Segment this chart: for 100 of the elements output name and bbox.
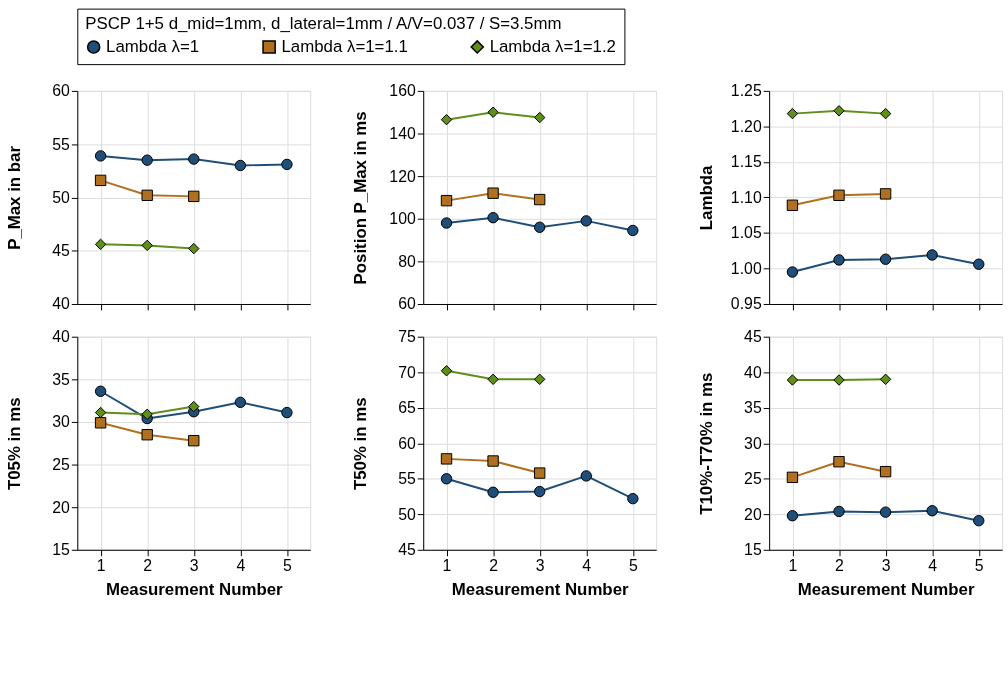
point: [533, 193, 546, 206]
x-tick-label: 5: [628, 557, 638, 575]
point: [926, 505, 938, 517]
point: [973, 514, 985, 527]
y-tick-label: 35: [744, 399, 762, 417]
y-axis-title: T50% in ms: [351, 397, 371, 491]
x-tick-label: 5: [974, 557, 984, 575]
y-axis-title: T10%-T70% in ms: [697, 372, 717, 515]
point: [533, 485, 546, 498]
point: [94, 150, 107, 162]
y-tick-label: 60: [398, 295, 416, 313]
point: [833, 189, 845, 202]
y-tick-label: 120: [389, 167, 416, 185]
point: [786, 199, 799, 211]
point: [487, 486, 499, 498]
point: [141, 189, 153, 202]
point: [879, 506, 892, 518]
point: [833, 254, 845, 266]
point: [833, 105, 845, 117]
x-tick-label: 4: [582, 557, 592, 575]
y-tick-label: 20: [52, 498, 71, 516]
y-tick-label: 1.10: [730, 188, 762, 206]
point: [188, 434, 200, 447]
y-tick-label: 50: [52, 188, 71, 206]
y-tick-label: 30: [52, 413, 71, 431]
x-axis-title: Measurement Number: [451, 579, 629, 599]
point: [487, 187, 499, 199]
point: [94, 385, 107, 397]
point: [879, 373, 892, 386]
point: [833, 456, 845, 468]
point: [188, 153, 200, 165]
point: [281, 406, 293, 419]
x-tick-label: 1: [96, 557, 106, 575]
point: [580, 470, 592, 482]
legend-label: Lambda λ=1=1.2: [489, 36, 616, 56]
x-tick-label: 1: [442, 557, 452, 575]
y-tick-label: 15: [52, 541, 71, 559]
point: [487, 455, 499, 467]
point: [487, 106, 499, 118]
point: [533, 221, 546, 233]
point: [533, 111, 546, 124]
y-tick-label: 45: [52, 242, 71, 260]
y-tick-label: 160: [389, 82, 416, 100]
point: [879, 188, 892, 200]
y-tick-label: 25: [744, 470, 762, 488]
point: [533, 467, 546, 479]
point: [94, 174, 107, 187]
point: [786, 107, 799, 120]
y-tick-label: 100: [389, 210, 416, 228]
point: [786, 510, 799, 522]
y-tick-label: 30: [744, 434, 762, 452]
x-tick-label: 3: [881, 557, 891, 575]
x-tick-label: 3: [189, 557, 199, 575]
y-axis-title: Position P_Max in ms: [351, 111, 371, 285]
point: [188, 242, 200, 255]
x-tick-label: 2: [143, 557, 153, 575]
point: [440, 453, 453, 465]
y-axis-title: P_Max in bar: [5, 145, 25, 250]
legend-label: Lambda λ=1=1.1: [281, 36, 408, 56]
point: [188, 190, 200, 203]
point: [141, 154, 153, 166]
y-tick-label: 55: [52, 135, 71, 153]
point: [234, 396, 247, 409]
x-tick-label: 3: [535, 557, 545, 575]
point: [440, 217, 453, 229]
y-tick-label: 40: [744, 363, 762, 381]
point: [786, 374, 799, 386]
y-tick-label: 0.95: [730, 295, 762, 313]
point: [440, 365, 453, 377]
point: [94, 406, 107, 419]
y-tick-label: 1.15: [730, 153, 762, 171]
point: [234, 159, 247, 172]
point: [440, 473, 453, 485]
y-tick-label: 80: [398, 252, 416, 270]
point: [879, 465, 892, 478]
x-tick-label: 5: [283, 557, 293, 575]
y-tick-label: 60: [398, 434, 416, 452]
point: [440, 194, 453, 207]
y-axis-title: T05% in ms: [5, 397, 25, 491]
y-tick-label: 45: [744, 328, 762, 346]
y-axis-title: Lambda: [697, 165, 717, 231]
point: [786, 471, 799, 484]
y-tick-label: 55: [398, 470, 416, 488]
x-tick-label: 2: [835, 557, 845, 575]
point: [973, 258, 985, 270]
x-tick-label: 1: [788, 557, 798, 575]
y-tick-label: 1.00: [730, 259, 762, 277]
point: [141, 408, 153, 420]
point: [487, 373, 499, 386]
y-tick-label: 50: [398, 505, 416, 523]
y-tick-label: 40: [52, 328, 71, 346]
point: [627, 224, 639, 237]
y-tick-label: 1.25: [730, 82, 762, 100]
y-tick-label: 45: [398, 541, 416, 559]
point: [188, 400, 200, 413]
point: [580, 215, 592, 227]
point: [94, 238, 107, 251]
point: [281, 158, 293, 171]
point: [440, 113, 453, 126]
y-tick-label: 40: [52, 295, 71, 313]
